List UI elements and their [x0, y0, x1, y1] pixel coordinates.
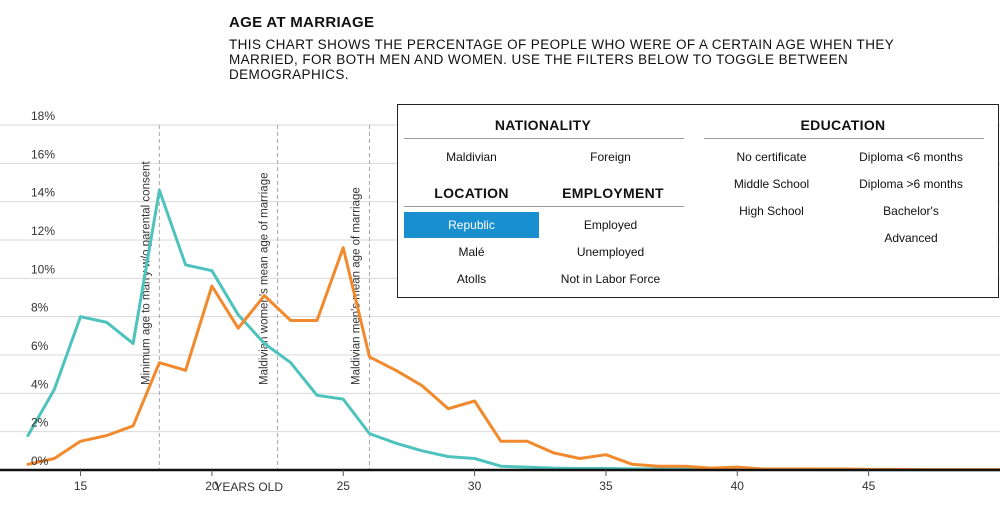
location-heading: LOCATION	[434, 185, 509, 201]
filter-education-high-school[interactable]: High School	[739, 204, 804, 218]
axis-layer: 0% 2% 4% 6% 8% 10% 12% 14% 16% 18% 15 20 25 30 35 40 45 Y…	[0, 109, 1000, 494]
y-tick-label: 6%	[31, 339, 49, 353]
y-tick-label: 2%	[31, 416, 49, 430]
y-tick-label: 16%	[31, 147, 55, 161]
chart-header: AGE AT MARRIAGE THIS CHART SHOWS THE PER…	[229, 14, 949, 82]
y-tick-label: 4%	[31, 377, 49, 391]
filter-employment-employed[interactable]: Employed	[583, 218, 638, 232]
annotation-label: Maldivian men's mean age of marriage	[351, 187, 363, 385]
x-tick-label: 40	[731, 479, 745, 493]
education-rule	[704, 138, 984, 139]
x-tick-label: 25	[337, 479, 351, 493]
x-tick-label: 30	[468, 479, 482, 493]
filter-employment-not-in-labor-force[interactable]: Not in Labor Force	[560, 272, 661, 286]
education-heading: EDUCATION	[800, 117, 886, 133]
filter-education-diploma-lt-6-months[interactable]: Diploma <6 months	[859, 150, 963, 164]
x-tick-label: 20	[205, 479, 219, 493]
y-tick-label: 18%	[31, 109, 55, 123]
x-tick-label: 15	[74, 479, 88, 493]
filter-location-republic[interactable]: Republic	[404, 212, 539, 238]
filter-location-male[interactable]: Malé	[458, 245, 485, 259]
x-tick-label: 35	[599, 479, 613, 493]
filter-education-diploma-gt-6-months[interactable]: Diploma >6 months	[859, 177, 963, 191]
filter-education-no-certificate[interactable]: No certificate	[736, 150, 807, 164]
filter-nationality-foreign[interactable]: Foreign	[590, 150, 631, 164]
y-tick-label: 8%	[31, 301, 49, 315]
nationality-heading: NATIONALITY	[494, 117, 592, 133]
annotation-label: Maldivian women's mean age of marriage	[259, 173, 271, 386]
x-tick-label: 45	[862, 479, 876, 493]
location-employment-rule	[404, 206, 684, 207]
nationality-rule	[404, 138, 684, 139]
filter-employment-unemployed[interactable]: Unemployed	[576, 245, 645, 259]
filter-panel: NATIONALITY Maldivian Foreign LOCATION E…	[397, 104, 999, 298]
filter-education-middle-school[interactable]: Middle School	[733, 177, 810, 191]
y-tick-label: 0%	[31, 454, 49, 468]
filter-education-advanced[interactable]: Advanced	[884, 231, 938, 245]
x-axis-label: YEARS OLD	[214, 480, 283, 494]
y-tick-label: 12%	[31, 224, 55, 238]
y-tick-label: 14%	[31, 186, 55, 200]
chart-title: AGE AT MARRIAGE	[229, 14, 375, 31]
y-tick-label: 10%	[31, 262, 55, 276]
filter-education-bachelors[interactable]: Bachelor's	[883, 204, 939, 218]
employment-heading: EMPLOYMENT	[562, 185, 664, 201]
filter-nationality-maldivian[interactable]: Maldivian	[446, 150, 497, 164]
annotation-layer: Minimum age to marry w/o parental consen…	[140, 125, 371, 470]
chart-subtitle: THIS CHART SHOWS THE PERCENTAGE OF PEOPL…	[229, 37, 894, 82]
filter-location-atolls[interactable]: Atolls	[456, 272, 487, 286]
